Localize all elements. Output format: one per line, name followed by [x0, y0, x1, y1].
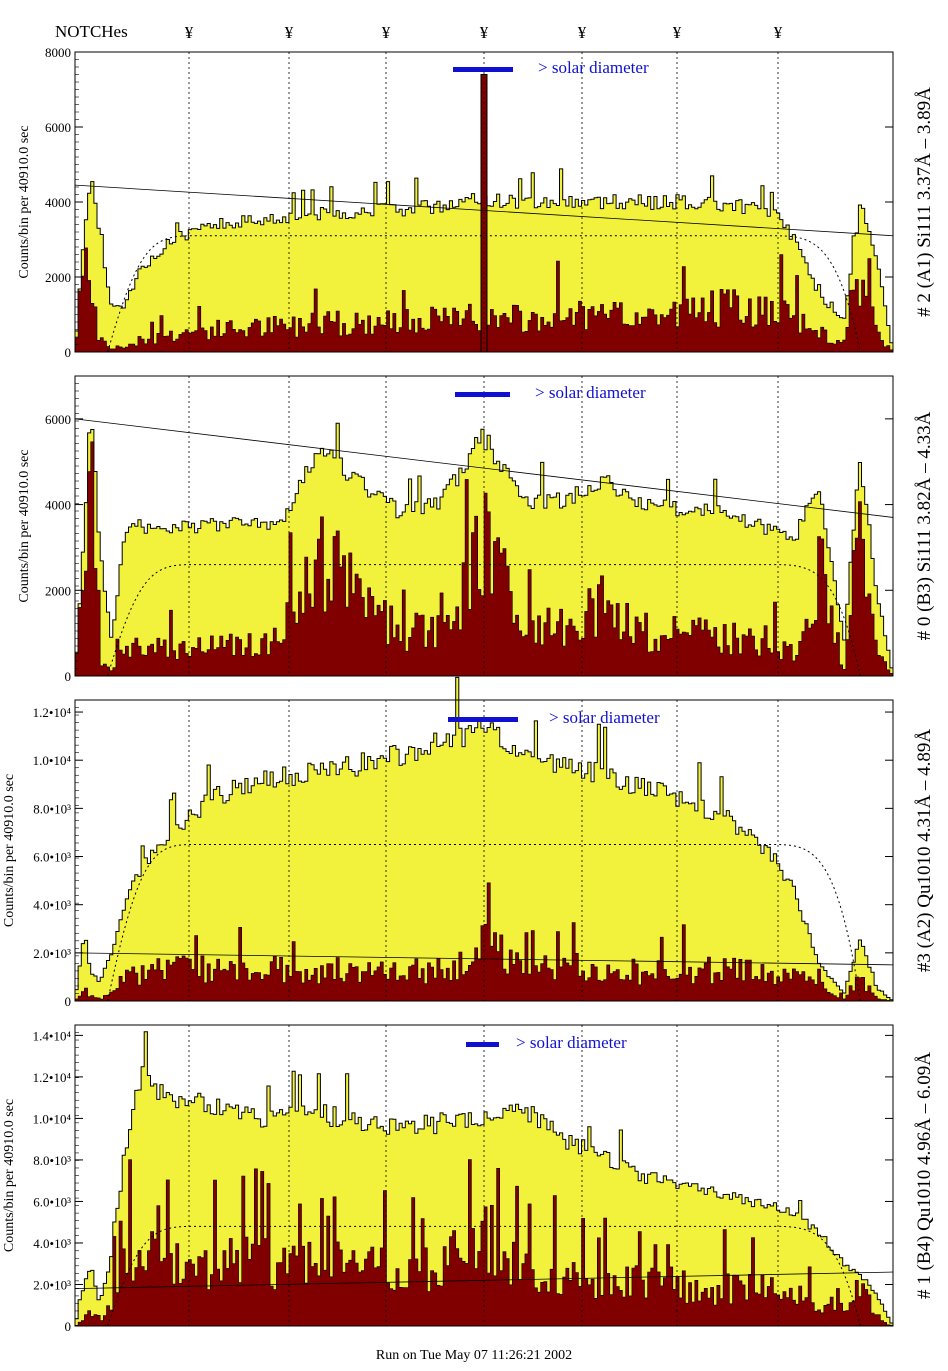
panel-4-ylabel: Counts/bin per 40910.0 sec	[2, 1099, 17, 1252]
panel-4-envelope-series	[74, 1031, 894, 1327]
panel-1-panel-label: # 2 (A1) Si111 3.37Å – 3.89Å	[914, 87, 935, 317]
panel-1-trend-line	[74, 184, 894, 237]
panel-4-annotation: > solar diameter	[516, 1033, 627, 1052]
notch-symbol-1: ¥	[185, 23, 194, 42]
panel-2-ylabel: Counts/bin per 40910.0 sec	[17, 449, 32, 602]
notch-symbol-2: ¥	[285, 23, 294, 42]
panel-2-annotation: > solar diameter	[535, 383, 646, 402]
panel-2-ytick-label-1: 2000	[45, 583, 71, 598]
panel-3-ytick-label-0: 0	[65, 994, 72, 1009]
panel-2-ytick-label-3: 6000	[45, 412, 71, 427]
panel-2-dotted-curve	[107, 564, 861, 677]
panel-1-annotation: > solar diameter	[538, 58, 649, 77]
panel-2-trend-line	[74, 418, 894, 518]
panel-3-envelope-series	[74, 676, 894, 1002]
panel-2-panel-label: # 0 (B3) Si111 3.82Å – 4.33Å	[914, 411, 935, 640]
panel-1-dotted-curve	[107, 235, 861, 353]
panel-2-ytick-label-2: 4000	[45, 498, 71, 513]
panel-4-ytick-label-7: 1.4•10⁴	[33, 1028, 72, 1043]
panel-3-panel-label: #3 (A2) Qu1010 4.31Å – 4.89Å	[914, 729, 935, 973]
panel-4-diameter-bar	[466, 1042, 499, 1047]
panel-3-dotted-curve	[107, 843, 861, 1002]
panel-2-diameter-bar	[455, 392, 510, 397]
panel-1-ytick-label-4: 8000	[45, 45, 71, 60]
panel-3-ytick-label-2: 4.0•10³	[33, 898, 71, 913]
panel-4-ytick-label-1: 2.0•10³	[33, 1277, 71, 1292]
panel-3-ytick-label-4: 8.0•10³	[33, 801, 71, 816]
panel-4-ytick-label-5: 1.0•10⁴	[33, 1111, 72, 1126]
panel-3-diameter-bar	[448, 717, 518, 722]
notch-symbol-6: ¥	[673, 23, 682, 42]
panel-4-ytick-label-0: 0	[65, 1319, 72, 1334]
panel-3-ytick-label-5: 1.0•10⁴	[33, 753, 72, 768]
panel-3-trend-line	[74, 952, 894, 966]
panel-4-ytick-label-4: 8.0•10³	[33, 1153, 71, 1168]
panel-3-ytick-label-3: 6.0•10³	[33, 850, 71, 865]
panel-4-ytick-label-3: 6.0•10³	[33, 1194, 71, 1209]
panel-3-annotation: > solar diameter	[549, 708, 660, 727]
notches-label: NOTCHes	[55, 22, 128, 41]
panel-3-ylabel: Counts/bin per 40910.0 sec	[2, 774, 17, 927]
run-timestamp: Run on Tue May 07 11:26:21 2002	[375, 1348, 573, 1363]
notch-symbol-4: ¥	[480, 23, 489, 42]
panel-3-ytick-label-1: 2.0•10³	[33, 946, 71, 961]
panel-1-ylabel: Counts/bin per 40910.0 sec	[17, 125, 32, 278]
notch-symbol-5: ¥	[578, 23, 587, 42]
notch-symbol-3: ¥	[382, 23, 391, 42]
panel-3-ytick-label-6: 1.2•10⁴	[33, 705, 72, 720]
panel-2-core-series	[74, 441, 894, 677]
panel-4-panel-label: # 1 (B4) Qu1010 4.96Å – 6.09Å	[914, 1052, 935, 1299]
panel-1-diameter-bar	[453, 67, 513, 72]
panel-4-ytick-label-2: 4.0•10³	[33, 1236, 71, 1251]
panel-1-ytick-label-3: 6000	[45, 120, 71, 135]
notch-symbol-7: ¥	[774, 23, 783, 42]
panel-1-ytick-label-1: 2000	[45, 270, 71, 285]
panel-2-ytick-label-0: 0	[65, 669, 72, 684]
panel-1-ytick-label-2: 4000	[45, 195, 71, 210]
panel-1-ytick-label-0: 0	[65, 345, 72, 360]
panel-4-ytick-label-6: 1.2•10⁴	[33, 1070, 72, 1085]
